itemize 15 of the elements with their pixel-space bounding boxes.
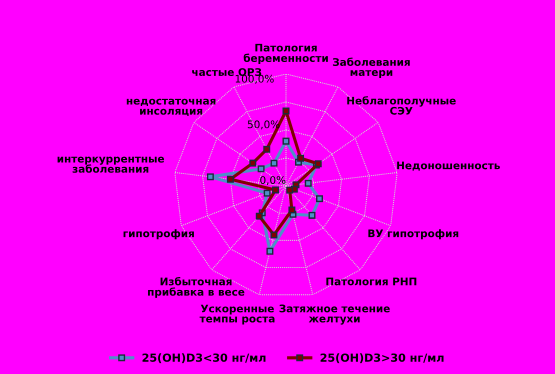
spoke-label: ВУ гипотрофия — [368, 229, 458, 240]
legend-label: 25(OH)D3>30 нг/мл — [320, 353, 444, 364]
spoke-label: Затяжное течение желтухи — [280, 304, 390, 325]
spoke-label: интеркуррентные заболевания — [58, 156, 164, 173]
spoke-label: Недоношенность — [397, 162, 500, 171]
spoke-label: недостаточная инсоляция — [126, 98, 216, 116]
legend-label: 25(OH)D3<30 нг/мл — [142, 353, 266, 364]
spoke-label: Неблагополучные СЭУ — [347, 96, 456, 115]
spoke-label: Ускоренные темпы роста — [200, 304, 274, 325]
spoke-label: Избыточная прибавка в весе — [148, 276, 244, 298]
spoke-label: частые ОРЗ — [192, 68, 262, 76]
spoke-label: Заболевания матери — [332, 58, 410, 78]
y-tick-label: 0,0% — [260, 176, 286, 186]
spoke-label: Патология беременности — [244, 44, 328, 64]
spoke-label: гипотрофия — [124, 229, 194, 240]
